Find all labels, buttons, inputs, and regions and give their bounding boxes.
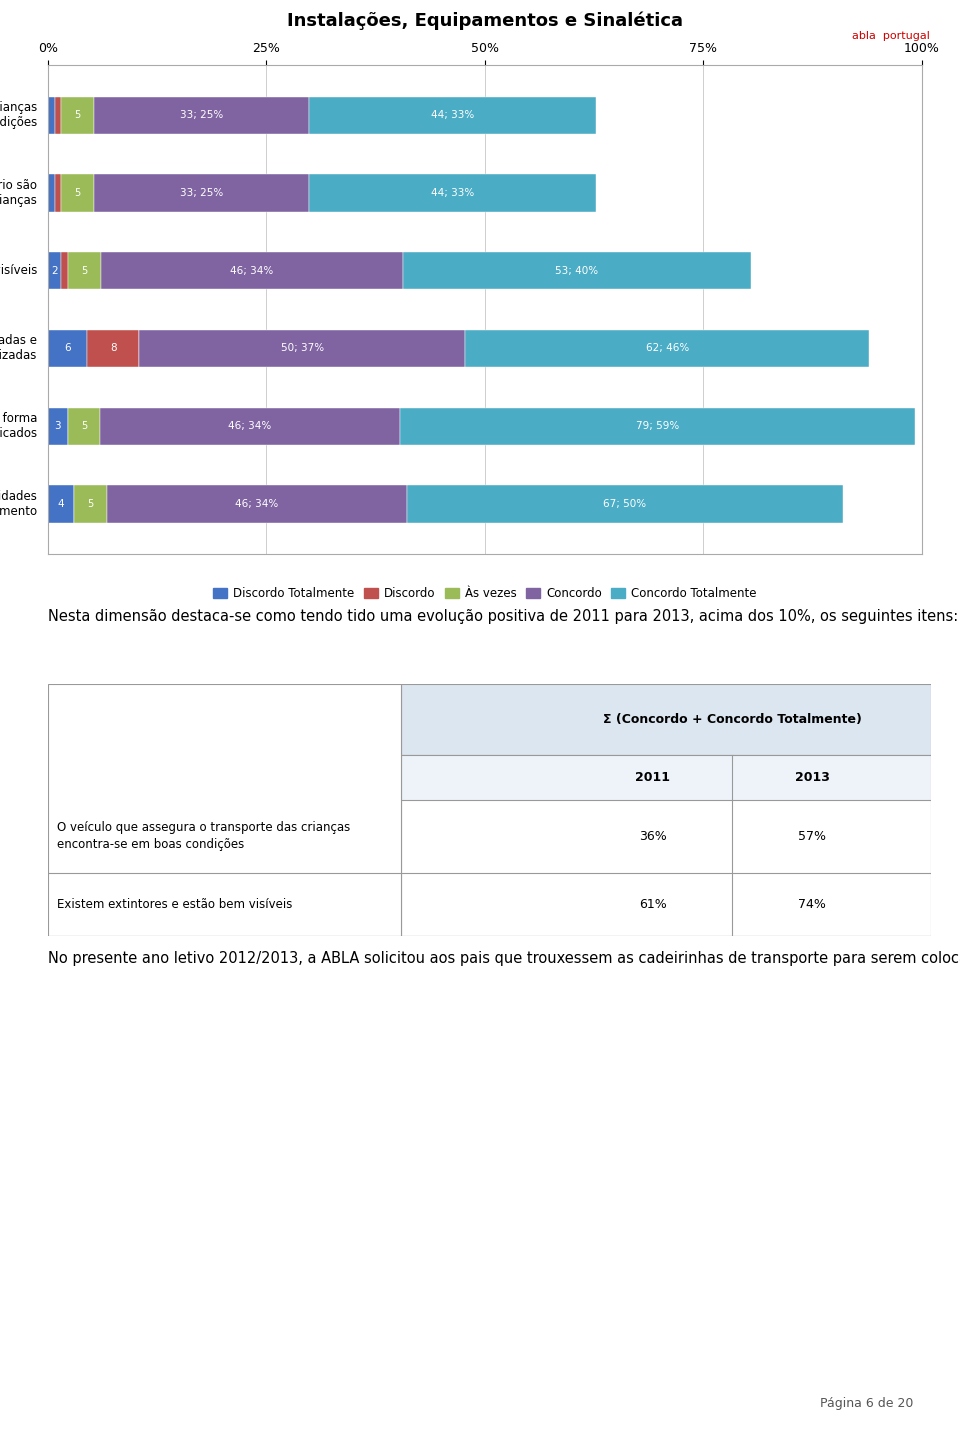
Text: 44; 33%: 44; 33% bbox=[431, 189, 474, 199]
Bar bbox=[48, 96, 55, 134]
Text: 79; 59%: 79; 59% bbox=[636, 420, 679, 431]
Bar bbox=[61, 96, 94, 134]
Text: O veículo que assegura o transporte das crianças
encontra-se em boas condições: O veículo que assegura o transporte das … bbox=[57, 821, 350, 851]
FancyBboxPatch shape bbox=[401, 755, 931, 801]
Text: 5: 5 bbox=[81, 266, 87, 275]
Legend: Discordo Totalmente, Discordo, Às vezes, Concordo, Concordo Totalmente: Discordo Totalmente, Discordo, Às vezes,… bbox=[208, 582, 761, 605]
Text: 8: 8 bbox=[109, 344, 116, 353]
Bar bbox=[55, 96, 61, 134]
Bar bbox=[400, 408, 915, 445]
Text: No presente ano letivo 2012/2013, a ABLA solicitou aos pais que trouxessem as ca: No presente ano letivo 2012/2013, a ABLA… bbox=[48, 950, 960, 966]
Bar bbox=[48, 252, 61, 289]
FancyBboxPatch shape bbox=[48, 684, 401, 936]
Text: 46; 34%: 46; 34% bbox=[228, 420, 272, 431]
Bar bbox=[48, 408, 67, 445]
Text: 2013: 2013 bbox=[795, 770, 829, 783]
Bar bbox=[94, 174, 309, 212]
Bar bbox=[48, 485, 74, 523]
Bar bbox=[55, 174, 61, 212]
Text: 46; 34%: 46; 34% bbox=[230, 266, 274, 275]
Text: abla  portugal: abla portugal bbox=[852, 32, 930, 40]
Bar bbox=[309, 96, 595, 134]
Bar bbox=[74, 485, 107, 523]
Bar bbox=[67, 408, 100, 445]
Text: Σ (Concordo + Concordo Totalmente): Σ (Concordo + Concordo Totalmente) bbox=[603, 713, 862, 726]
Title: Instalações, Equipamentos e Sinalética: Instalações, Equipamentos e Sinalética bbox=[287, 12, 683, 30]
Text: 57%: 57% bbox=[798, 829, 826, 842]
Text: 5: 5 bbox=[74, 189, 81, 199]
Text: 46; 34%: 46; 34% bbox=[235, 498, 278, 508]
Text: 33; 25%: 33; 25% bbox=[180, 111, 223, 121]
Text: 44; 33%: 44; 33% bbox=[431, 111, 474, 121]
Text: 36%: 36% bbox=[639, 829, 667, 842]
Bar bbox=[402, 252, 751, 289]
Bar bbox=[94, 96, 309, 134]
Text: 61%: 61% bbox=[639, 899, 667, 912]
Text: 2: 2 bbox=[51, 266, 58, 275]
Bar bbox=[466, 330, 870, 367]
Text: 67; 50%: 67; 50% bbox=[604, 498, 646, 508]
Text: Página 6 de 20: Página 6 de 20 bbox=[820, 1397, 914, 1411]
Text: 2011: 2011 bbox=[636, 770, 670, 783]
Text: 50; 37%: 50; 37% bbox=[280, 344, 324, 353]
Text: 62; 46%: 62; 46% bbox=[646, 344, 689, 353]
Bar bbox=[68, 252, 101, 289]
Text: 5: 5 bbox=[87, 498, 93, 508]
Bar bbox=[61, 174, 94, 212]
FancyBboxPatch shape bbox=[401, 684, 931, 755]
Bar bbox=[101, 252, 402, 289]
Text: 33; 25%: 33; 25% bbox=[180, 189, 223, 199]
Bar bbox=[309, 174, 595, 212]
FancyBboxPatch shape bbox=[401, 684, 931, 936]
Text: 5: 5 bbox=[74, 111, 81, 121]
Text: 53; 40%: 53; 40% bbox=[555, 266, 598, 275]
Bar bbox=[48, 330, 87, 367]
Text: 4: 4 bbox=[58, 498, 64, 508]
Bar bbox=[87, 330, 139, 367]
Text: 74%: 74% bbox=[798, 899, 826, 912]
Text: 3: 3 bbox=[55, 420, 61, 431]
Bar bbox=[407, 485, 844, 523]
Bar bbox=[139, 330, 466, 367]
Bar bbox=[107, 485, 407, 523]
Bar bbox=[61, 252, 68, 289]
Bar bbox=[100, 408, 400, 445]
Text: 6: 6 bbox=[64, 344, 71, 353]
Text: Nesta dimensão destaca-se como tendo tido uma evolução positiva de 2011 para 201: Nesta dimensão destaca-se como tendo tid… bbox=[48, 609, 958, 624]
Text: 5: 5 bbox=[81, 420, 87, 431]
Text: Existem extintores e estão bem visíveis: Existem extintores e estão bem visíveis bbox=[57, 899, 292, 912]
Bar bbox=[48, 174, 55, 212]
